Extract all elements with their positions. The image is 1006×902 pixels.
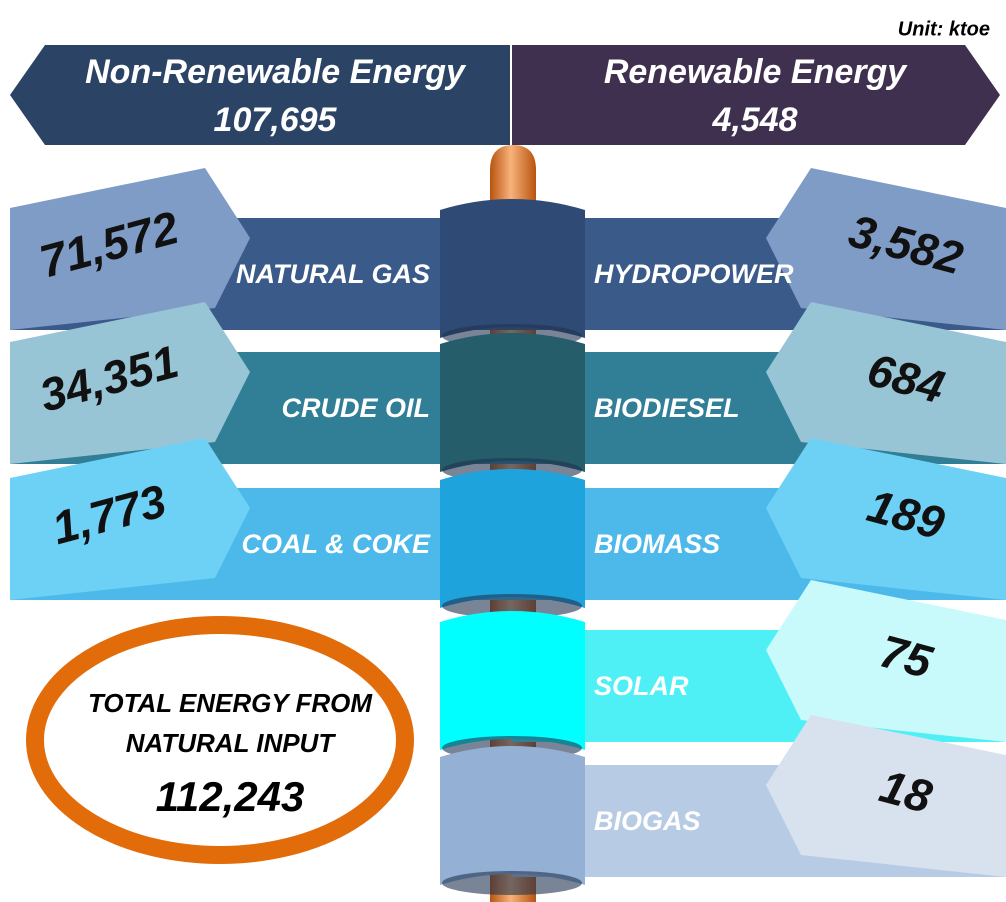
ribbon-shadow [442, 871, 582, 895]
ribbon [440, 611, 585, 750]
value-tag [10, 168, 250, 330]
non-renewable-value: 107,695 [214, 101, 338, 139]
non-renewable-label: Non-Renewable Energy [85, 53, 467, 91]
renewable-banner [512, 45, 1000, 145]
item-label: BIODIESEL [594, 393, 740, 423]
item-label: SOLAR [594, 671, 689, 701]
non-renewable-banner [10, 45, 510, 145]
value-tag [766, 438, 1006, 600]
item-label: COAL & COKE [241, 529, 431, 559]
value-tag [766, 302, 1006, 464]
item-label: HYDROPOWER [594, 259, 794, 289]
renewable-label: Renewable Energy [604, 53, 908, 91]
ribbon-shadow [442, 594, 582, 618]
item-label: CRUDE OIL [282, 393, 431, 423]
item-label: BIOGAS [594, 806, 701, 836]
ribbon [440, 746, 585, 885]
unit: Unit: ktoe [898, 18, 990, 40]
item-label: NATURAL GAS [236, 259, 430, 289]
total-value: 112,243 [156, 773, 305, 820]
total-ellipse [26, 616, 414, 864]
value-tag [766, 715, 1006, 877]
value-tag [766, 580, 1006, 742]
total-line: NATURAL INPUT [126, 728, 337, 758]
total-line: TOTAL ENERGY FROM [88, 688, 373, 718]
renewable-value: 4,548 [711, 101, 797, 139]
item-label: BIOMASS [594, 529, 720, 559]
value-tag [10, 302, 250, 464]
ribbon [440, 469, 585, 608]
value-tag [10, 438, 250, 600]
value-tag [766, 168, 1006, 330]
ribbon [440, 333, 585, 472]
ribbon [440, 199, 585, 338]
